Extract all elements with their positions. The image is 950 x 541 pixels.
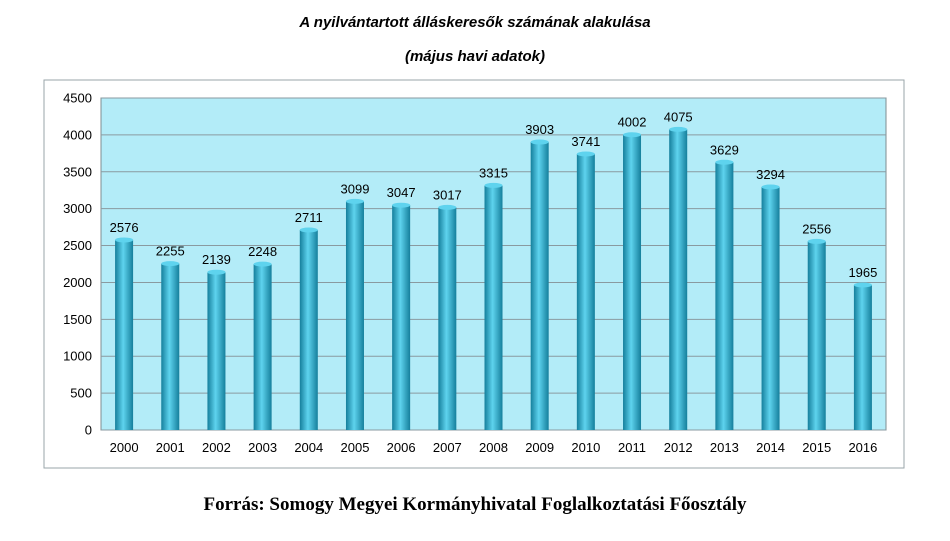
data-label: 4002 <box>618 115 647 130</box>
data-label: 3903 <box>525 122 554 137</box>
data-label: 2139 <box>202 252 231 267</box>
x-tick-label: 2013 <box>710 440 739 455</box>
y-tick-label: 3500 <box>63 164 92 179</box>
chart-subtitle: (május havi adatok) <box>404 48 546 65</box>
bar-cap <box>669 126 688 132</box>
bar <box>345 201 364 430</box>
bar-cap <box>207 269 226 275</box>
bar <box>438 207 457 430</box>
bar-cap <box>530 139 549 145</box>
x-tick-label: 2012 <box>664 440 693 455</box>
bar <box>669 129 688 430</box>
bar <box>807 241 826 430</box>
bar-cap <box>392 202 411 208</box>
x-tick-label: 2006 <box>387 440 416 455</box>
bar-cap <box>576 151 595 157</box>
y-tick-label: 500 <box>70 386 92 401</box>
bar <box>207 272 226 430</box>
bars <box>115 126 872 431</box>
bar <box>576 153 595 431</box>
x-tick-label: 2014 <box>756 440 785 455</box>
bar <box>530 142 549 430</box>
y-tick-label: 1500 <box>63 312 92 327</box>
data-labels: 2576 2255 2139 2248 2711 3099 3047 3017 3315 3903… <box>110 109 878 280</box>
bar-cap <box>853 282 872 288</box>
x-tick-label: 2009 <box>525 440 554 455</box>
data-label: 3741 <box>571 134 600 149</box>
data-label: 3315 <box>479 165 508 180</box>
bar-cap <box>299 227 318 233</box>
bar <box>484 185 503 430</box>
chart-frame <box>43 79 905 469</box>
bar <box>761 186 780 430</box>
data-label: 3099 <box>341 181 370 196</box>
x-tick-label: 2004 <box>294 440 323 455</box>
x-tick-label: 2000 <box>110 440 139 455</box>
bar-cap <box>253 261 272 267</box>
bar <box>161 263 180 430</box>
bar-cap <box>715 159 734 165</box>
x-axis: 2000 2001 2002 2003 2004 2005 2006 2007 2008 2009… <box>110 440 878 455</box>
x-tick-label: 2015 <box>802 440 831 455</box>
y-tick-label: 4500 <box>63 91 92 106</box>
bar <box>715 162 734 430</box>
data-label: 2576 <box>110 220 139 235</box>
bar-cap <box>484 182 503 188</box>
data-label: 3047 <box>387 185 416 200</box>
bar-cap <box>438 204 457 210</box>
bar-cap <box>345 198 364 204</box>
x-tick-label: 2002 <box>202 440 231 455</box>
y-tick-label: 1000 <box>63 349 92 364</box>
bar-cap <box>807 238 826 244</box>
bar-cap <box>161 261 180 267</box>
bar <box>392 205 411 430</box>
data-label: 4075 <box>664 109 693 124</box>
y-axis: 0 500 1000 1500 2000 2500 3000 3500 4000 4500 <box>63 91 92 438</box>
x-tick-label: 2003 <box>248 440 277 455</box>
bar <box>115 239 134 430</box>
chart-title: A nyilvántartott álláskeresők számának a… <box>299 14 651 31</box>
y-tick-label: 2000 <box>63 275 92 290</box>
y-tick-label: 4000 <box>63 127 92 142</box>
data-label: 3017 <box>433 187 462 202</box>
bar-cap <box>115 237 134 243</box>
data-label: 2255 <box>156 244 185 259</box>
x-tick-label: 2008 <box>479 440 508 455</box>
data-label: 2556 <box>802 221 831 236</box>
bar <box>623 134 642 430</box>
x-tick-label: 2007 <box>433 440 462 455</box>
x-tick-label: 2001 <box>156 440 185 455</box>
x-tick-label: 2005 <box>341 440 370 455</box>
bar-cap <box>623 132 642 138</box>
x-tick-label: 2011 <box>618 440 646 455</box>
data-label: 3294 <box>756 167 785 182</box>
x-tick-label: 2010 <box>571 440 600 455</box>
x-tick-label: 2016 <box>848 440 877 455</box>
source-note: Forrás: Somogy Megyei Kormányhivatal Fog… <box>203 494 747 515</box>
y-tick-label: 2500 <box>63 238 92 253</box>
bar <box>853 285 872 430</box>
bar <box>253 264 272 430</box>
bar-cap <box>761 184 780 190</box>
bar <box>299 229 318 430</box>
data-label: 2248 <box>248 244 277 259</box>
y-tick-label: 3000 <box>63 201 92 216</box>
data-label: 3629 <box>710 142 739 157</box>
y-tick-label: 0 <box>85 423 92 438</box>
data-label: 2711 <box>295 210 323 225</box>
data-label: 1965 <box>848 265 877 280</box>
